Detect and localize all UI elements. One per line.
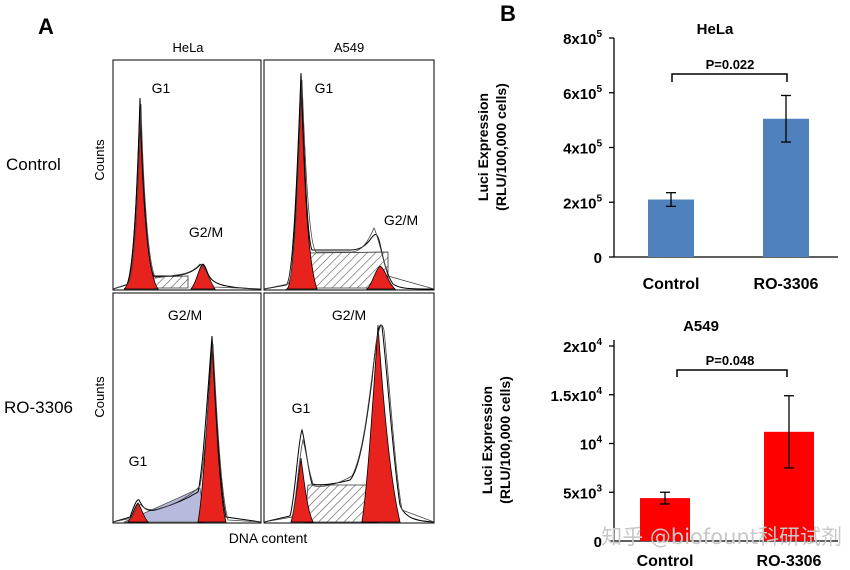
row-label-ro3306: RO-3306 xyxy=(4,398,73,417)
peak-label-g2m: G2/M xyxy=(189,224,223,240)
y-tick-label: 104 xyxy=(580,435,603,454)
p-value-annotation: P=0.048 xyxy=(706,353,755,368)
g2m-peak xyxy=(365,265,397,290)
panel-a-label: A xyxy=(38,14,54,39)
x-category-label: Control xyxy=(643,276,700,293)
histogram-trace xyxy=(112,335,262,523)
chart-title: A549 xyxy=(683,318,719,335)
y-tick-label: 1.5x104 xyxy=(551,386,603,405)
g2m-peak xyxy=(361,324,401,523)
peak-label-g1: G1 xyxy=(129,453,148,469)
watermark-text: 知乎 @biofount科研试剂 xyxy=(601,525,842,549)
peak-label-g1: G1 xyxy=(315,80,334,96)
bar-control xyxy=(648,199,694,257)
histogram-hela-ro3306: G2/M G1 xyxy=(112,292,262,524)
histogram-trace-2 xyxy=(112,343,262,523)
row-label-control: Control xyxy=(6,155,61,174)
histogram-trace-2 xyxy=(263,79,435,290)
y-tick-label: 2x105 xyxy=(563,193,602,212)
y-tick-label: 5x103 xyxy=(563,483,602,502)
histogram-trace xyxy=(263,72,435,290)
y-tick-label: 2x104 xyxy=(563,337,602,356)
y-tick-label: 0 xyxy=(594,250,602,267)
y-axis-title-line-1: Luci Expression xyxy=(475,93,491,201)
y-tick-label: 8x105 xyxy=(563,29,602,48)
histogram-hela-control: G1 G2/M xyxy=(112,59,262,291)
peak-label-g2m: G2/M xyxy=(384,212,418,228)
y-axis-label-counts-bottom: Counts xyxy=(92,376,107,418)
y-tick-label: 6x105 xyxy=(563,84,602,103)
y-tick-label: 4x105 xyxy=(563,139,602,158)
y-tick-label: 0 xyxy=(594,534,602,551)
g1-peak xyxy=(127,502,149,523)
peak-label-g2m: G2/M xyxy=(332,307,366,323)
bar-chart-a549: A549 Luci Expression (RLU/100,000 cells)… xyxy=(479,318,838,570)
x-category-label: RO-3306 xyxy=(754,276,819,293)
x-axis-label-dna-content: DNA content xyxy=(229,530,308,546)
column-header-hela: HeLa xyxy=(172,40,204,55)
peak-label-g2m: G2/M xyxy=(168,307,202,323)
histogram-trace xyxy=(112,97,262,290)
significance-bracket xyxy=(676,369,788,377)
y-axis-title-line-2: (RLU/100,000 cells) xyxy=(493,83,509,211)
histogram-a549-control: G1 G2/M xyxy=(263,59,435,291)
histogram-trace-2 xyxy=(263,325,435,523)
peak-label-g1: G1 xyxy=(292,400,311,416)
bar-chart-hela: HeLa Luci Expression (RLU/100,000 cells)… xyxy=(475,21,838,293)
y-axis-title-line-2: (RLU/100,000 cells) xyxy=(497,376,513,504)
significance-bracket xyxy=(671,73,788,82)
panel-b-label: B xyxy=(500,1,516,26)
y-axis-label-counts-top: Counts xyxy=(92,139,107,181)
x-category-label: Control xyxy=(637,553,694,570)
histogram-a549-ro3306: G2/M G1 xyxy=(263,292,435,524)
histogram-frame xyxy=(112,292,262,524)
bar-control xyxy=(640,498,690,541)
chart-title: HeLa xyxy=(697,21,734,38)
p-value-annotation: P=0.022 xyxy=(706,57,755,72)
histogram-trace-2 xyxy=(112,103,262,290)
x-category-label: RO-3306 xyxy=(757,553,822,570)
y-axis-title-line-1: Luci Expression xyxy=(479,386,495,494)
column-header-a549: A549 xyxy=(334,40,364,55)
peak-label-g1: G1 xyxy=(152,80,171,96)
